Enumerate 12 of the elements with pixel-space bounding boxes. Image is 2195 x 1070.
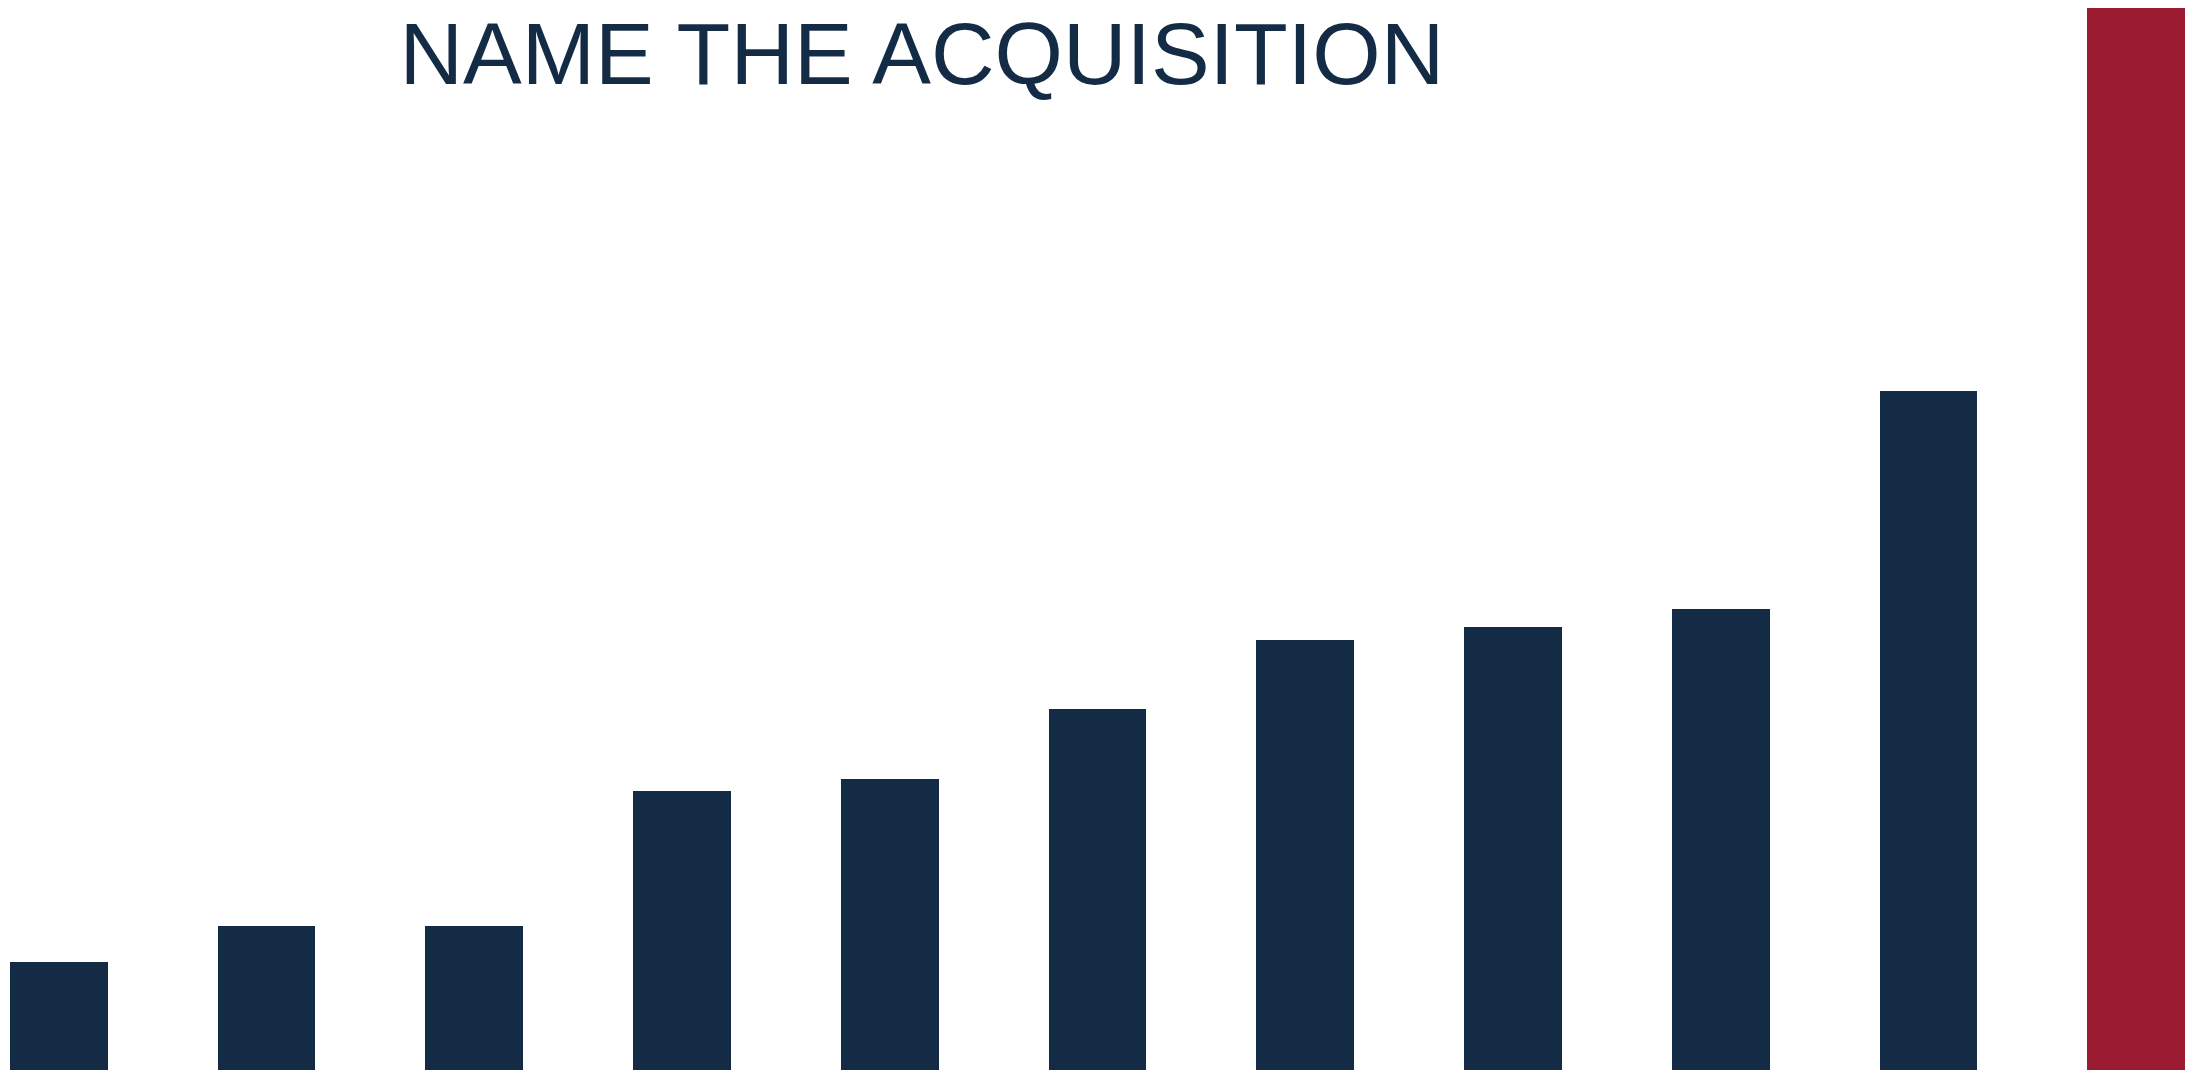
bar — [1880, 391, 1977, 1070]
bar — [633, 791, 731, 1070]
bar — [425, 926, 523, 1070]
bar — [1464, 627, 1562, 1070]
bar — [1256, 640, 1354, 1070]
chart-title: NAME THE ACQUISITION — [399, 4, 1445, 104]
bar — [2087, 8, 2185, 1070]
bar — [1049, 709, 1146, 1070]
bar — [841, 779, 939, 1070]
bar — [1672, 609, 1770, 1070]
bar — [218, 926, 315, 1070]
bar — [10, 962, 108, 1070]
